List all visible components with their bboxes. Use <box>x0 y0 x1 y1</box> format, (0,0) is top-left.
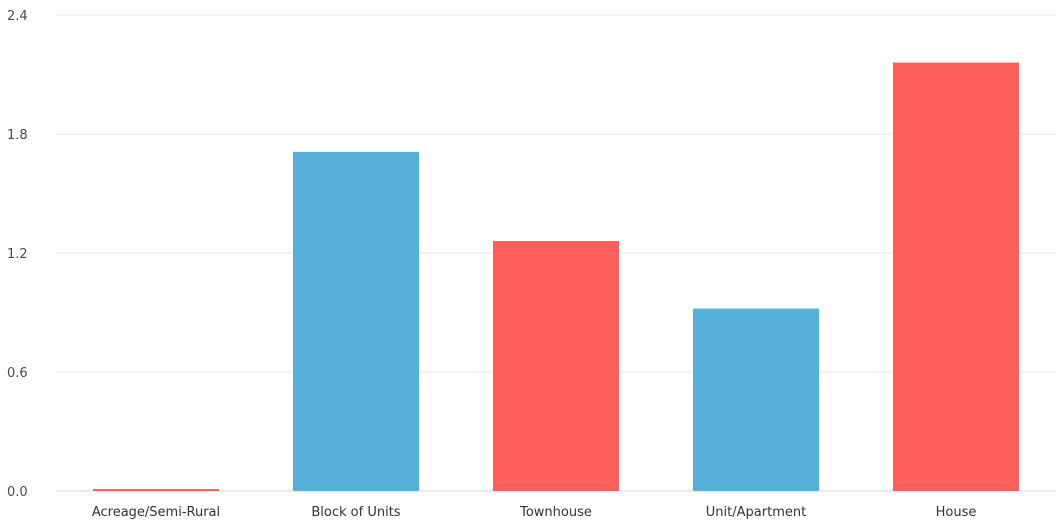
bars <box>93 62 1019 491</box>
bar <box>93 489 219 491</box>
y-tick-label: 1.8 <box>7 128 28 143</box>
y-tick-label: 0.0 <box>7 485 28 500</box>
y-tick-label: 0.6 <box>7 366 28 381</box>
x-tick-label: Townhouse <box>519 505 592 520</box>
x-tick-label: House <box>936 505 977 520</box>
x-tick-label: Block of Units <box>311 505 400 520</box>
y-tick-label: 1.2 <box>7 247 28 262</box>
bar <box>693 308 819 491</box>
bar <box>893 62 1019 491</box>
x-tick-label: Unit/Apartment <box>706 505 806 520</box>
bar <box>293 151 419 491</box>
x-tick-label: Acreage/Semi-Rural <box>92 505 220 520</box>
bar <box>493 241 619 491</box>
y-tick-label: 2.4 <box>7 9 28 24</box>
x-axis-labels: Acreage/Semi-Rural Block of Units Townhous… <box>92 505 977 520</box>
y-axis-ticks: 0.0 0.6 1.2 1.8 2.4 <box>7 9 28 500</box>
